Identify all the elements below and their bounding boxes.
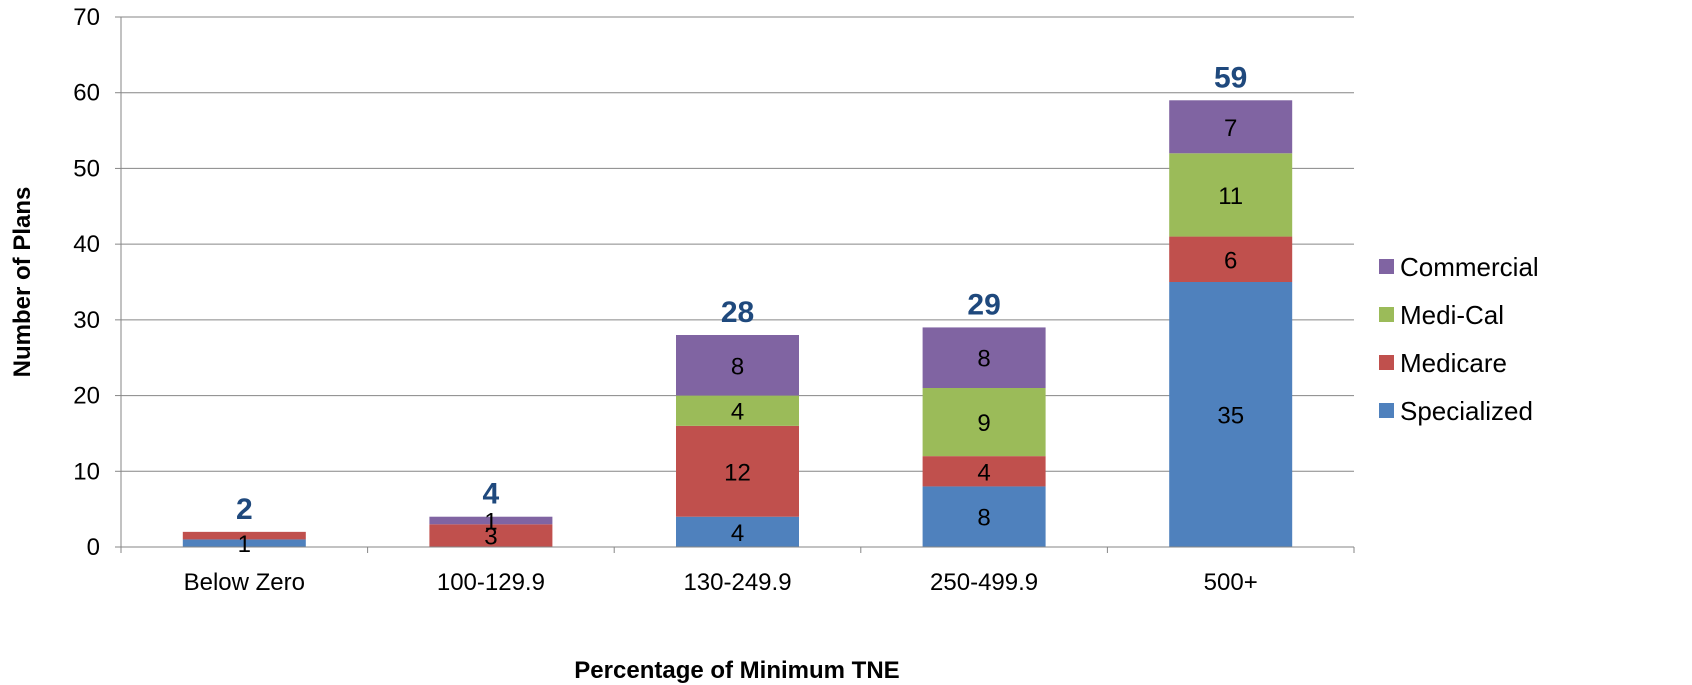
segment-value-label: 11: [1218, 183, 1243, 210]
bar-segment-medicare: [922, 456, 1046, 487]
legend-label: Commercial: [1400, 252, 1539, 282]
total-value-label: 29: [967, 288, 1000, 321]
bar-segment-medicare: [1169, 236, 1293, 282]
y-axis-title: Number of Plans: [9, 187, 36, 378]
segment-value-label: 8: [977, 346, 990, 373]
legend-swatch: [1379, 307, 1394, 322]
total-value-label: 4: [483, 478, 500, 511]
legend-swatch: [1379, 259, 1394, 274]
bar-segment-specialized: [676, 516, 799, 547]
x-tick-label: Below Zero: [184, 569, 305, 596]
segment-value-label: 7: [1224, 115, 1237, 142]
y-tick-label: 60: [73, 80, 100, 107]
legend-label: Specialized: [1400, 396, 1533, 426]
bar-segment-medi-cal: [676, 395, 799, 426]
segment-value-label: 4: [977, 459, 990, 486]
bar-segment-medicare: [676, 425, 799, 517]
x-tick-label: 100-129.9: [437, 569, 545, 596]
legend-swatch: [1379, 403, 1394, 418]
segment-value-label: 35: [1217, 403, 1244, 430]
legend-label: Medi-Cal: [1400, 300, 1504, 330]
segment-value-label: 8: [731, 353, 744, 380]
bar-segment-commercial: [1169, 100, 1293, 154]
bar-segment-specialized: [1169, 282, 1293, 547]
x-tick-label: 130-249.9: [683, 569, 791, 596]
segment-value-label: 1: [238, 531, 251, 558]
segment-value-label: 8: [977, 505, 990, 532]
bar-segment-specialized: [922, 486, 1046, 547]
y-tick-label: 10: [73, 458, 100, 485]
y-tick-label: 40: [73, 231, 100, 258]
bar-segment-specialized: [182, 539, 306, 547]
y-tick-label: 20: [73, 383, 100, 410]
x-tick-label: 250-499.9: [930, 569, 1038, 596]
total-value-label: 59: [1214, 61, 1247, 94]
total-labels: 2 4 28 29 59: [236, 61, 1247, 526]
x-axis-title: Percentage of Minimum TNE: [574, 657, 899, 684]
y-tick-label: 0: [87, 534, 100, 561]
y-tick-labels: 0 10 20 30 40 50 60 70: [73, 4, 100, 561]
x-tick-labels: Below Zero 100-129.9 130-249.9 250-499.9 500…: [184, 569, 1258, 596]
total-value-label: 2: [236, 493, 253, 526]
segment-value-label: 3: [484, 524, 497, 551]
legend-label: Medicare: [1400, 348, 1507, 378]
gridlines: [121, 16, 1354, 472]
total-value-label: 28: [721, 296, 754, 329]
bar-segment-medi-cal: [922, 388, 1046, 457]
legend: Commercial Medi-Cal Medicare Specialized: [1379, 252, 1539, 426]
segment-value-label: 4: [731, 520, 744, 547]
axes: [115, 16, 1355, 553]
bar-segment-commercial: [922, 327, 1046, 388]
bar-segment-medicare: [182, 531, 306, 540]
segment-value-label: 1: [484, 509, 497, 536]
bar-segment-medi-cal: [1169, 153, 1293, 237]
segment-value-label: 9: [977, 410, 990, 437]
y-tick-label: 30: [73, 307, 100, 334]
legend-swatch: [1379, 355, 1394, 370]
bar-segment-commercial: [676, 335, 799, 396]
bar-segment-medicare: [429, 524, 553, 547]
bars: [182, 100, 1293, 547]
x-tick-label: 500+: [1204, 569, 1258, 596]
segment-value-label: 12: [724, 459, 751, 486]
segment-value-label: 6: [1224, 247, 1237, 274]
bar-segment-commercial: [429, 516, 553, 525]
y-tick-label: 50: [73, 155, 100, 182]
y-tick-label: 70: [73, 4, 100, 31]
segment-value-label: 4: [731, 399, 744, 426]
